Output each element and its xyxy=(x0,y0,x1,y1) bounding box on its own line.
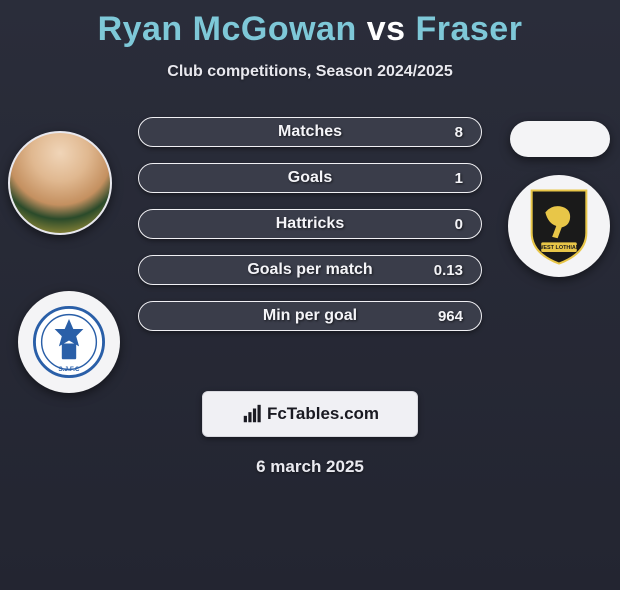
player2-name: Fraser xyxy=(415,10,522,48)
stat-label: Matches xyxy=(139,123,481,141)
livingston-crest-icon: WEST LOTHIAN xyxy=(524,185,594,267)
comparison-title: Ryan McGowan vs Fraser xyxy=(0,10,620,49)
site-badge[interactable]: FcTables.com xyxy=(202,391,418,437)
st-johnstone-crest-icon: S.J.F.C xyxy=(33,306,105,378)
stat-bar: Matches 8 xyxy=(138,117,482,147)
stat-bar: Goals 1 xyxy=(138,163,482,193)
stat-value: 8 xyxy=(455,124,463,141)
player1-avatar xyxy=(8,131,112,235)
stat-label: Hattricks xyxy=(139,215,481,233)
versus-text: vs xyxy=(367,10,406,48)
stats-bars: Matches 8 Goals 1 Hattricks 0 Goals per … xyxy=(138,117,482,347)
stat-bar: Goals per match 0.13 xyxy=(138,255,482,285)
player2-club-badge: WEST LOTHIAN xyxy=(508,175,610,277)
stat-bar: Hattricks 0 xyxy=(138,209,482,239)
chart-icon xyxy=(241,403,263,425)
svg-text:S.J.F.C: S.J.F.C xyxy=(58,366,80,373)
content-area: S.J.F.C WEST LOTHIAN Matches 8 Goals 1 H… xyxy=(0,111,620,371)
player1-club-badge: S.J.F.C xyxy=(18,291,120,393)
date-text: 6 march 2025 xyxy=(0,457,620,477)
stat-value: 0.13 xyxy=(434,262,463,279)
stat-value: 1 xyxy=(455,170,463,187)
stat-value: 0 xyxy=(455,216,463,233)
subtitle: Club competitions, Season 2024/2025 xyxy=(0,63,620,81)
player2-avatar xyxy=(510,121,610,157)
stat-value: 964 xyxy=(438,308,463,325)
stat-label: Goals xyxy=(139,169,481,187)
player1-name: Ryan McGowan xyxy=(98,10,357,48)
site-name: FcTables.com xyxy=(267,404,379,424)
svg-text:WEST LOTHIAN: WEST LOTHIAN xyxy=(538,245,580,251)
stat-label: Min per goal xyxy=(139,307,481,325)
stat-label: Goals per match xyxy=(139,261,481,279)
stat-bar: Min per goal 964 xyxy=(138,301,482,331)
